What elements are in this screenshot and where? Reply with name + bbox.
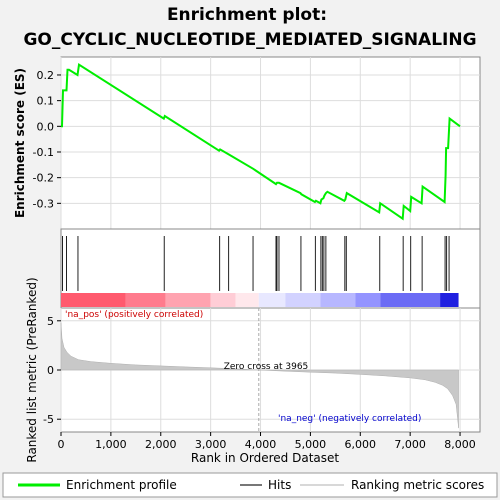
x-axis-ticks: 0 1,000 2,000 3,000 4,000 5,000 6,000 7,000 8,00…	[58, 432, 476, 451]
x-tick-label: 6,000	[345, 438, 377, 451]
enrichment-profile-line	[61, 63, 461, 221]
metric-y-tick-label: 5	[47, 315, 54, 328]
x-tick-label: 8,000	[444, 438, 476, 451]
metric-y-axis-label: Ranked list metric (PreRanked)	[25, 277, 39, 462]
heat-bar-segment	[380, 293, 441, 307]
metric-y-tick-label: -5	[43, 413, 54, 426]
negative-correlation-label: 'na_neg' (negatively correlated)	[278, 414, 421, 424]
heat-bar-segment	[440, 293, 459, 307]
legend: Enrichment profile Hits Ranking metric sco…	[18, 478, 484, 492]
x-tick-label: 5,000	[295, 438, 327, 451]
positive-correlation-label: 'na_pos' (positively correlated)	[65, 310, 203, 320]
es-y-tick-label: 0.0	[37, 120, 55, 133]
es-y-tick-label: -0.1	[33, 146, 54, 159]
x-tick-label: 3,000	[195, 438, 227, 451]
heat-bar-segment	[235, 293, 259, 307]
heat-bar-segment	[165, 293, 211, 307]
legend-label: Hits	[268, 478, 291, 492]
hits-markers	[61, 236, 450, 291]
heat-bar-segment	[61, 293, 126, 307]
heat-bar-segment	[320, 293, 356, 307]
zero-cross-label: Zero cross at 3965	[224, 362, 309, 372]
es-y-tick-label: 0.2	[37, 69, 55, 82]
heat-bar-segment	[125, 293, 166, 307]
ranking-metric-area	[60, 322, 459, 429]
heat-bar-segment	[355, 293, 381, 307]
heat-bar-segment	[258, 293, 286, 307]
x-axis-label: Rank in Ordered Dataset	[191, 451, 339, 465]
es-y-tick-label: 0.1	[37, 95, 55, 108]
es-y-tick-label: -0.3	[33, 197, 54, 210]
es-y-tick-label: -0.2	[33, 172, 54, 185]
metric-panel-y-ticks: -5 0 5	[43, 315, 61, 426]
rank-heat-bar	[61, 293, 459, 307]
x-tick-label: 4,000	[245, 438, 277, 451]
chart-title-line-2: GO_CYCLIC_NUCLEOTIDE_MEDIATED_SIGNALING	[23, 30, 476, 50]
x-tick-label: 7,000	[394, 438, 426, 451]
x-tick-label: 2,000	[145, 438, 177, 451]
legend-label: Enrichment profile	[66, 478, 177, 492]
heat-bar-segment	[285, 293, 321, 307]
x-tick-label: 0	[58, 438, 65, 451]
heat-bar-segment	[210, 293, 236, 307]
es-panel-y-ticks: -0.3 -0.2 -0.1 0.0 0.1 0.2	[33, 69, 61, 210]
legend-label: Ranking metric scores	[351, 478, 484, 492]
es-y-axis-label: Enrichment score (ES)	[13, 68, 27, 218]
chart-title-line-1: Enrichment plot:	[167, 5, 327, 25]
x-tick-label: 1,000	[95, 438, 127, 451]
metric-y-tick-label: 0	[47, 364, 54, 377]
